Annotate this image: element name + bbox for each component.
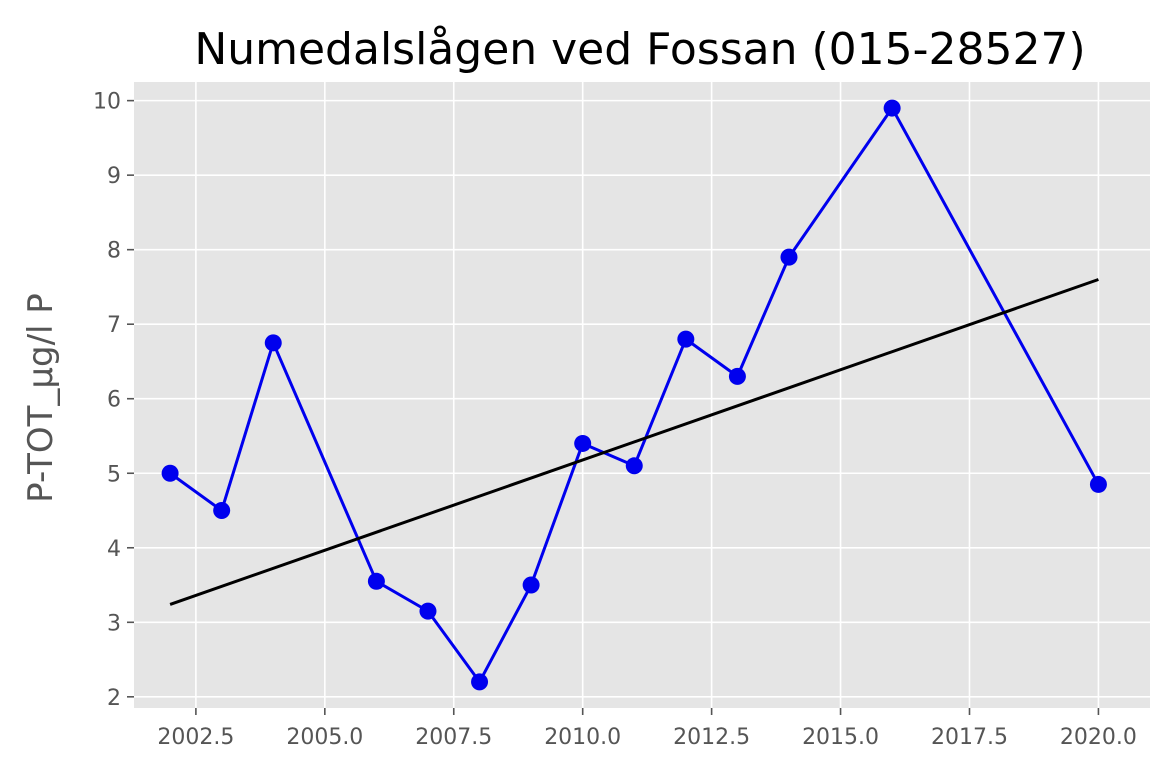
data-point [264, 334, 282, 352]
y-tick-label: 3 [107, 611, 121, 636]
x-tick-label: 2012.5 [673, 725, 750, 750]
data-point [574, 434, 592, 452]
data-point [625, 457, 643, 475]
plot-area [134, 82, 1150, 708]
data-point [471, 673, 489, 691]
x-tick-label: 2007.5 [415, 725, 492, 750]
y-tick-label: 4 [107, 537, 121, 562]
x-tick-label: 2017.5 [931, 725, 1008, 750]
x-tick-label: 2002.5 [157, 725, 234, 750]
y-tick-label: 2 [107, 686, 121, 711]
y-axis: 2 3 4 5 6 7 8 9 10 [93, 90, 134, 711]
data-point [213, 502, 231, 520]
data-point [780, 248, 798, 266]
y-tick-label: 8 [107, 239, 121, 264]
data-point [419, 602, 437, 620]
y-tick-label: 7 [107, 313, 121, 338]
x-tick-label: 2015.0 [802, 725, 879, 750]
series-layer [161, 99, 1107, 691]
data-point [1089, 475, 1107, 493]
y-axis-label: P-TOT_µg/l P [21, 293, 61, 503]
x-axis: 2002.5 2005.0 2007.5 2010.0 2012.5 2015.0 2017… [157, 708, 1137, 750]
y-tick-label: 10 [93, 90, 121, 115]
data-point [522, 576, 540, 594]
y-tick-label: 6 [107, 388, 121, 413]
data-point [883, 99, 901, 117]
x-tick-label: 2005.0 [286, 725, 363, 750]
y-tick-label: 9 [107, 164, 121, 189]
grid-lines [134, 82, 1150, 708]
data-series-line [169, 106, 1100, 684]
y-tick-label: 5 [107, 462, 121, 487]
chart-title: Numedalslågen ved Fossan (015-28527) [194, 24, 1085, 75]
x-tick-label: 2010.0 [544, 725, 621, 750]
trend-line [169, 278, 1099, 606]
data-point [728, 367, 746, 385]
x-tick-label: 2020.0 [1060, 725, 1137, 750]
data-point [677, 330, 695, 348]
data-point [367, 572, 385, 590]
data-point [161, 464, 179, 482]
